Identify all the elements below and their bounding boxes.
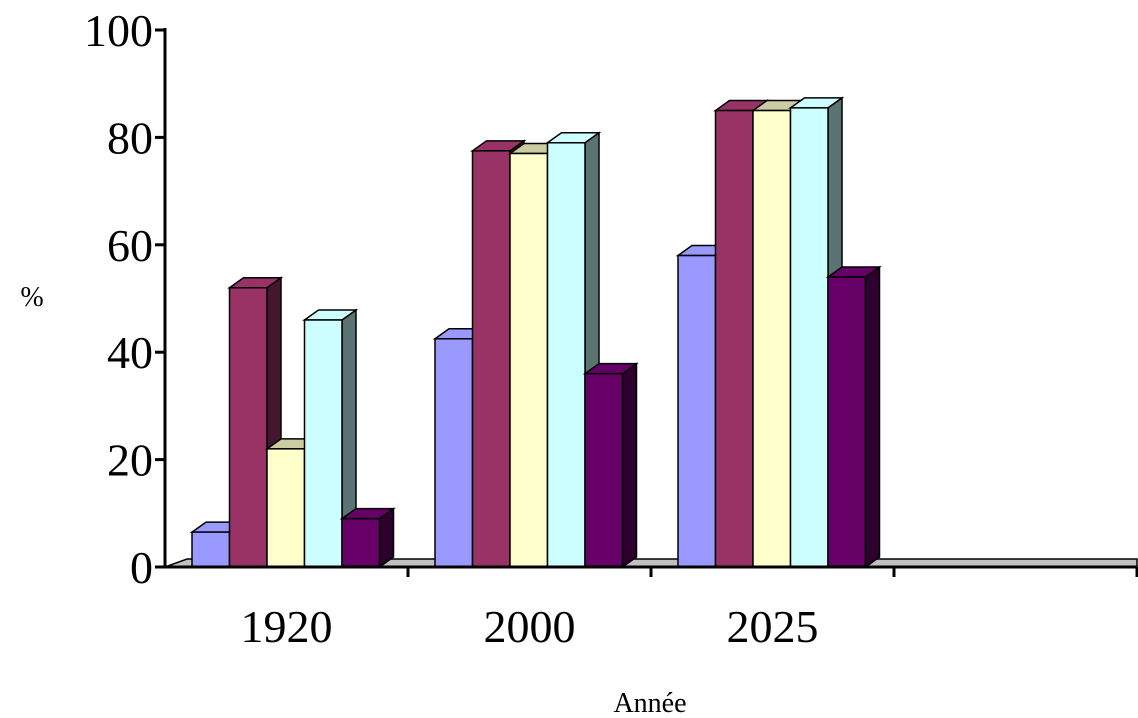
bar-front bbox=[752, 109, 792, 568]
y-tick-label: 80 bbox=[107, 112, 153, 163]
x-axis-title: Année bbox=[613, 688, 686, 718]
bar-front bbox=[434, 338, 474, 568]
bar bbox=[582, 362, 639, 569]
bar bbox=[788, 96, 845, 569]
bar-front bbox=[789, 107, 829, 568]
y-tick-labels: 0 20 40 60 80 100 bbox=[84, 5, 153, 593]
bar bbox=[227, 276, 284, 569]
bar-front bbox=[827, 276, 867, 568]
x-category-label: 2000 bbox=[484, 601, 576, 652]
bar-front bbox=[584, 372, 624, 568]
bar bbox=[825, 265, 882, 569]
bar-front bbox=[191, 531, 231, 568]
y-tick-label: 60 bbox=[107, 220, 153, 271]
y-tick-label: 0 bbox=[130, 542, 153, 593]
y-tick-label: 100 bbox=[84, 5, 153, 56]
y-tick-label: 40 bbox=[107, 327, 153, 378]
bar-side bbox=[864, 265, 881, 569]
bar-side bbox=[621, 362, 638, 569]
axes-group bbox=[155, 28, 1138, 577]
bars-group bbox=[189, 96, 882, 569]
bar-front bbox=[546, 142, 586, 568]
bar bbox=[302, 308, 359, 569]
bar-front bbox=[714, 109, 754, 568]
bar-front bbox=[341, 517, 381, 568]
bar-front bbox=[303, 319, 343, 568]
x-category-labels: 1920 2000 2025 bbox=[241, 601, 819, 652]
y-tick-label: 20 bbox=[107, 435, 153, 486]
bar-front bbox=[266, 448, 306, 568]
bar-front bbox=[677, 254, 717, 568]
bar-front bbox=[509, 152, 549, 568]
bar bbox=[339, 507, 396, 569]
x-category-label: 2025 bbox=[727, 601, 819, 652]
bar-front bbox=[471, 150, 511, 568]
y-axis-title: % bbox=[20, 282, 43, 313]
x-category-label: 1920 bbox=[241, 601, 333, 652]
bar-front bbox=[228, 287, 268, 568]
